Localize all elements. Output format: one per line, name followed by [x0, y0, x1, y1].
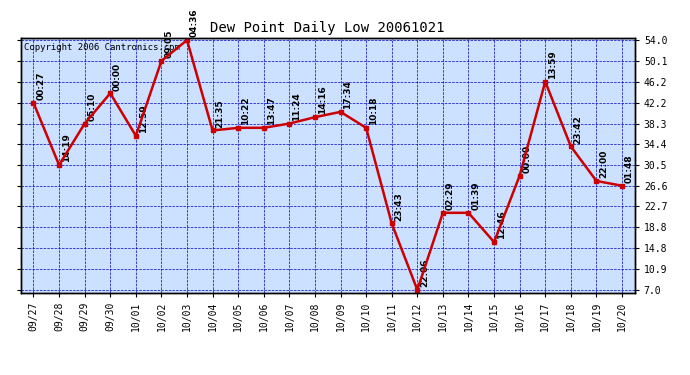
Text: 21:35: 21:35 — [215, 99, 224, 128]
Text: 01:48: 01:48 — [624, 154, 634, 183]
Text: 05:10: 05:10 — [88, 92, 97, 121]
Text: 22:06: 22:06 — [420, 259, 429, 287]
Text: 14:16: 14:16 — [317, 86, 327, 114]
Text: 23:43: 23:43 — [395, 192, 404, 220]
Text: 17:34: 17:34 — [344, 80, 353, 109]
Text: 10:22: 10:22 — [241, 96, 250, 125]
Text: 09:05: 09:05 — [164, 30, 173, 58]
Text: 10:18: 10:18 — [369, 96, 378, 125]
Text: 14:19: 14:19 — [62, 134, 71, 162]
Text: 00:00: 00:00 — [522, 145, 531, 173]
Text: 23:42: 23:42 — [573, 115, 582, 144]
Text: 00:27: 00:27 — [37, 72, 46, 100]
Text: 00:00: 00:00 — [113, 62, 122, 90]
Text: 13:59: 13:59 — [548, 50, 557, 79]
Title: Dew Point Daily Low 20061021: Dew Point Daily Low 20061021 — [210, 21, 445, 35]
Text: 11:24: 11:24 — [292, 92, 301, 121]
Text: 12:46: 12:46 — [497, 210, 506, 239]
Text: Copyright 2006 Cantronics.com: Copyright 2006 Cantronics.com — [23, 43, 179, 52]
Text: 04:36: 04:36 — [190, 9, 199, 38]
Text: 13:47: 13:47 — [266, 96, 275, 125]
Text: 12:59: 12:59 — [139, 104, 148, 133]
Text: 22:00: 22:00 — [599, 150, 608, 178]
Text: 01:39: 01:39 — [471, 182, 480, 210]
Text: 02:29: 02:29 — [446, 182, 455, 210]
